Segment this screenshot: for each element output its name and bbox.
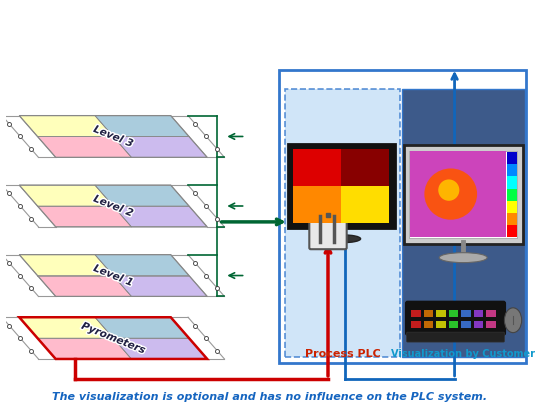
Bar (474, 321, 483, 328)
Text: Level 3: Level 3 (92, 124, 134, 149)
Bar (507, 164, 517, 176)
Bar (474, 310, 483, 317)
Bar (294, 150, 342, 186)
Text: Visualization by Customer: Visualization by Customer (391, 349, 535, 359)
Bar (449, 321, 458, 328)
Bar (424, 321, 433, 328)
FancyBboxPatch shape (406, 301, 505, 335)
Polygon shape (95, 255, 189, 276)
Polygon shape (37, 136, 131, 157)
Polygon shape (113, 136, 207, 157)
Bar (449, 310, 458, 317)
Polygon shape (19, 255, 113, 276)
Bar (411, 310, 421, 317)
Polygon shape (19, 185, 113, 206)
Ellipse shape (439, 253, 487, 262)
Bar (402, 89, 525, 357)
Text: The visualization is optional and has no influence on the PLC system.: The visualization is optional and has no… (52, 392, 487, 402)
FancyBboxPatch shape (404, 145, 522, 244)
Polygon shape (19, 116, 113, 136)
Polygon shape (113, 338, 207, 359)
Ellipse shape (438, 180, 459, 201)
Bar (410, 151, 507, 237)
Bar (342, 186, 389, 223)
Polygon shape (113, 206, 207, 227)
Bar (461, 310, 471, 317)
Ellipse shape (322, 235, 361, 243)
Bar (507, 152, 517, 164)
Polygon shape (113, 276, 207, 296)
FancyBboxPatch shape (288, 144, 395, 228)
Bar (486, 321, 496, 328)
Bar (410, 151, 517, 238)
Text: Level 1: Level 1 (92, 263, 134, 288)
Bar (285, 89, 400, 357)
Bar (279, 70, 526, 363)
FancyBboxPatch shape (406, 332, 504, 342)
Bar (436, 321, 446, 328)
Polygon shape (37, 206, 131, 227)
Polygon shape (19, 317, 113, 338)
Bar (507, 176, 517, 189)
Text: Level 2: Level 2 (92, 194, 134, 218)
Polygon shape (95, 116, 189, 136)
Bar (424, 310, 433, 317)
Polygon shape (95, 185, 189, 206)
Bar (507, 225, 517, 237)
Bar (436, 310, 446, 317)
Polygon shape (95, 317, 189, 338)
Bar (294, 186, 342, 223)
Bar (486, 310, 496, 317)
Bar (461, 321, 471, 328)
Ellipse shape (425, 169, 477, 220)
Polygon shape (37, 276, 131, 296)
Bar (507, 189, 517, 201)
Bar (411, 321, 421, 328)
Text: Pyrometers: Pyrometers (80, 321, 146, 356)
Bar (342, 150, 389, 186)
Text: Process PLC: Process PLC (305, 349, 380, 359)
Polygon shape (37, 338, 131, 359)
Ellipse shape (504, 308, 522, 332)
Bar (507, 201, 517, 213)
Bar (507, 213, 517, 225)
FancyBboxPatch shape (309, 208, 346, 249)
